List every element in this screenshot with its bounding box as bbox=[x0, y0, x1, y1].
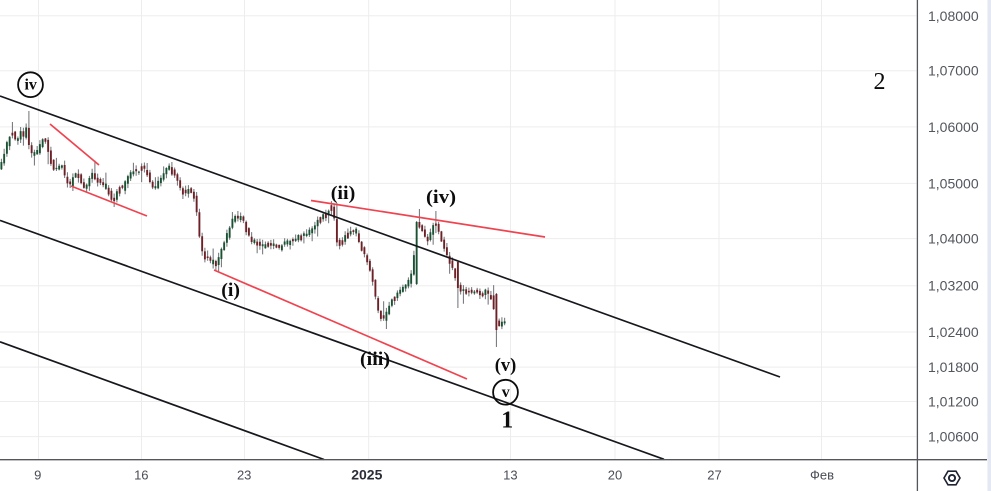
svg-text:1,05000: 1,05000 bbox=[928, 175, 979, 191]
svg-text:20: 20 bbox=[608, 468, 622, 483]
svg-text:9: 9 bbox=[34, 468, 41, 483]
svg-text:1,07000: 1,07000 bbox=[928, 63, 979, 79]
svg-text:1: 1 bbox=[501, 408, 513, 434]
svg-text:(i): (i) bbox=[221, 280, 240, 301]
svg-text:13: 13 bbox=[503, 468, 517, 483]
svg-text:16: 16 bbox=[134, 468, 148, 483]
svg-text:1,02400: 1,02400 bbox=[928, 324, 979, 340]
svg-text:v: v bbox=[502, 384, 510, 401]
svg-text:23: 23 bbox=[237, 468, 251, 483]
svg-text:2025: 2025 bbox=[351, 467, 382, 483]
svg-text:1,06000: 1,06000 bbox=[928, 119, 979, 135]
svg-text:(v): (v) bbox=[495, 355, 517, 376]
svg-text:(iv): (iv) bbox=[426, 187, 456, 208]
svg-text:1,01200: 1,01200 bbox=[928, 394, 979, 410]
svg-text:Фев: Фев bbox=[810, 468, 834, 483]
svg-text:(iii): (iii) bbox=[360, 349, 390, 370]
svg-text:1,04000: 1,04000 bbox=[928, 231, 979, 247]
svg-text:1,01800: 1,01800 bbox=[928, 359, 979, 375]
svg-text:iv: iv bbox=[24, 77, 36, 94]
svg-text:1,03200: 1,03200 bbox=[928, 278, 979, 294]
svg-text:1,00600: 1,00600 bbox=[928, 429, 979, 445]
svg-text:27: 27 bbox=[707, 468, 721, 483]
svg-text:2: 2 bbox=[874, 69, 886, 95]
svg-text:1,08000: 1,08000 bbox=[928, 8, 979, 24]
svg-text:(ii): (ii) bbox=[331, 183, 356, 204]
